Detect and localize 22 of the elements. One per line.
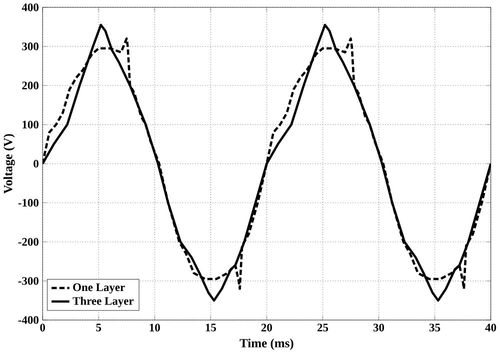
x-tick-label: 15 xyxy=(206,324,216,332)
x-tick-label: 10 xyxy=(150,324,160,332)
x-tick-label: 0 xyxy=(40,324,46,332)
legend-label: Three Layer xyxy=(72,296,134,307)
x-tick-label: 25 xyxy=(317,324,328,332)
x-tick-label: 30 xyxy=(373,324,384,332)
y-tick-label: 100 xyxy=(22,120,38,128)
y-tick-label: 0 xyxy=(34,160,38,168)
y-tick-label: -300 xyxy=(18,276,38,285)
x-tick-label: 20 xyxy=(261,324,272,332)
y-tick-label: 200 xyxy=(22,81,38,90)
x-tick-label: 40 xyxy=(485,324,496,332)
x-tick-label: 5 xyxy=(96,324,102,332)
legend-label: One Layer xyxy=(73,283,125,294)
y-axis-title: Voltage (V) xyxy=(3,134,15,194)
y-tick-label: 400 xyxy=(22,3,38,12)
y-tick-label: -200 xyxy=(18,238,38,246)
y-tick-label: -100 xyxy=(18,198,38,206)
x-axis-title: Time (ms) xyxy=(240,338,294,350)
y-tick-label: 300 xyxy=(22,42,38,50)
x-tick-label: 35 xyxy=(429,324,440,332)
y-tick-label: -400 xyxy=(18,316,38,324)
